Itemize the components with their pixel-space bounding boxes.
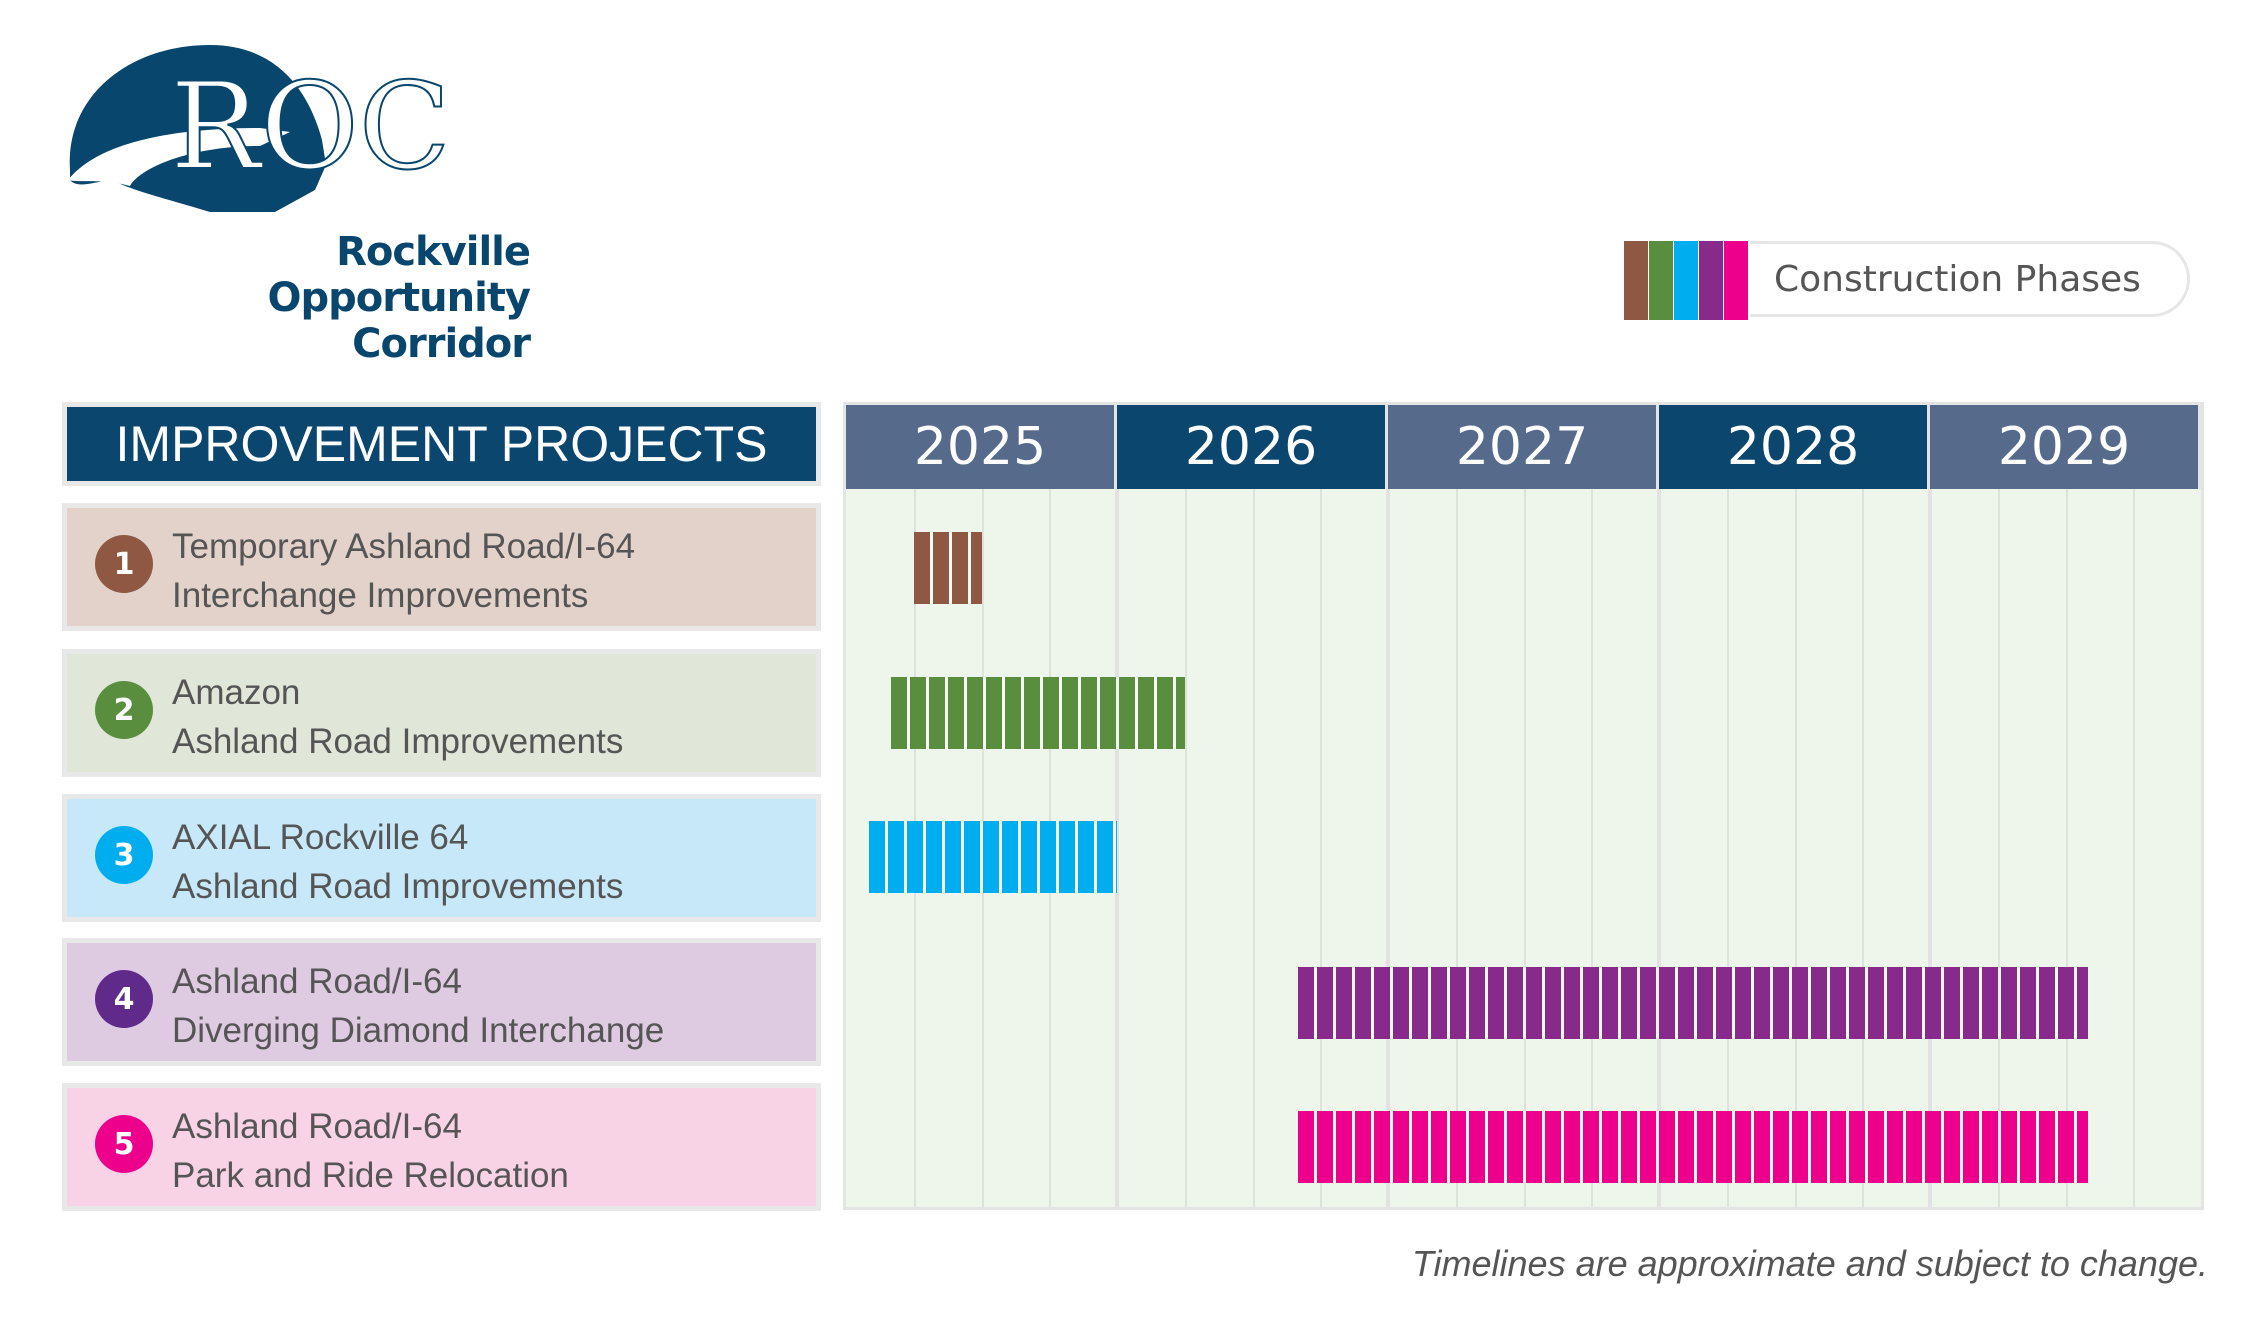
quarter-gridline xyxy=(1726,489,1729,1207)
quarter-gridline xyxy=(2065,489,2068,1207)
project-4-bar xyxy=(1297,967,2089,1039)
project-name-line1: Ashland Road/I-64 xyxy=(172,1107,462,1146)
legend-label: Construction Phases xyxy=(1774,259,2141,300)
project-name-line2: Diverging Diamond Interchange xyxy=(172,1011,665,1050)
project-name-line2: Ashland Road Improvements xyxy=(172,722,624,761)
logo-line-rockville: Rockville xyxy=(336,229,531,275)
year-gridline xyxy=(1115,489,1119,1207)
project-name-line1: Amazon xyxy=(172,673,301,712)
logo-line-corridor: Corridor xyxy=(352,321,531,367)
project-number-badge: 1 xyxy=(95,535,153,593)
project-name: Ashland Road/I-64 Diverging Diamond Inter… xyxy=(172,957,664,1055)
project-number-badge: 2 xyxy=(95,681,153,739)
roc-logo-mark: ROC xyxy=(68,45,452,212)
project-row: 5 Ashland Road/I-64 Park and Ride Relocat… xyxy=(62,1083,821,1211)
roc-logo: ROC Rockville Opportunity Corridor xyxy=(60,40,531,380)
project-5-bar xyxy=(1297,1111,2089,1183)
quarter-gridline xyxy=(1184,489,1187,1207)
project-3-bar xyxy=(868,821,1117,893)
year-header-2025: 2025 xyxy=(846,405,1117,489)
year-gridline xyxy=(1386,489,1390,1207)
project-name: AXIAL Rockville 64 Ashland Road Improveme… xyxy=(172,813,623,911)
year-header-2027: 2027 xyxy=(1388,405,1659,489)
project-number-badge: 3 xyxy=(95,826,153,884)
logo-line-opportunity: Opportunity xyxy=(267,275,531,321)
projects-header: IMPROVEMENT PROJECTS xyxy=(62,402,821,486)
project-row: 2 Amazon Ashland Road Improvements xyxy=(62,649,821,777)
legend: Construction Phases xyxy=(1624,241,2190,320)
quarter-gridline xyxy=(1320,489,1323,1207)
legend-swatch xyxy=(1699,241,1725,320)
quarter-gridline xyxy=(1591,489,1594,1207)
project-2-bar xyxy=(891,677,1185,749)
quarter-gridline xyxy=(1794,489,1797,1207)
project-number-badge: 4 xyxy=(95,970,153,1028)
quarter-gridline xyxy=(1862,489,1865,1207)
legend-swatch xyxy=(1724,241,1750,320)
project-name-line1: Ashland Road/I-64 xyxy=(172,962,462,1001)
project-row: 3 AXIAL Rockville 64 Ashland Road Improve… xyxy=(62,794,821,922)
legend-swatch xyxy=(1624,241,1650,320)
project-name: Ashland Road/I-64 Park and Ride Relocatio… xyxy=(172,1102,569,1200)
project-name-line2: Ashland Road Improvements xyxy=(172,867,624,906)
project-name-line1: AXIAL Rockville 64 xyxy=(172,818,469,857)
project-name-line2: Park and Ride Relocation xyxy=(172,1156,569,1195)
quarter-gridline xyxy=(1523,489,1526,1207)
quarter-gridline xyxy=(2133,489,2136,1207)
year-header-2029: 2029 xyxy=(1930,405,2201,489)
timeline-chart: 2025 2026 2027 2028 2029 xyxy=(843,402,2204,1210)
year-header-2028: 2028 xyxy=(1659,405,1930,489)
project-name-line1: Temporary Ashland Road/I-64 xyxy=(172,527,636,566)
logo-mark-text: ROC xyxy=(170,58,451,197)
legend-swatch xyxy=(1674,241,1700,320)
year-gridline xyxy=(1657,489,1661,1207)
project-name: Amazon Ashland Road Improvements xyxy=(172,668,623,766)
project-1-bar xyxy=(913,532,982,604)
quarter-gridline xyxy=(1252,489,1255,1207)
project-name-line2: Interchange Improvements xyxy=(172,576,589,615)
project-row: 1 Temporary Ashland Road/I-64 Interchange… xyxy=(62,503,821,631)
project-row: 4 Ashland Road/I-64 Diverging Diamond Int… xyxy=(62,938,821,1066)
quarter-gridline xyxy=(1455,489,1458,1207)
project-name: Temporary Ashland Road/I-64 Interchange I… xyxy=(172,522,635,620)
project-number-badge: 5 xyxy=(95,1115,153,1173)
legend-swatch xyxy=(1649,241,1675,320)
year-gridline xyxy=(1928,489,1932,1207)
year-header-2026: 2026 xyxy=(1117,405,1388,489)
quarter-gridline xyxy=(1997,489,2000,1207)
footnote: Timelines are approximate and subject to… xyxy=(1411,1243,2208,1284)
